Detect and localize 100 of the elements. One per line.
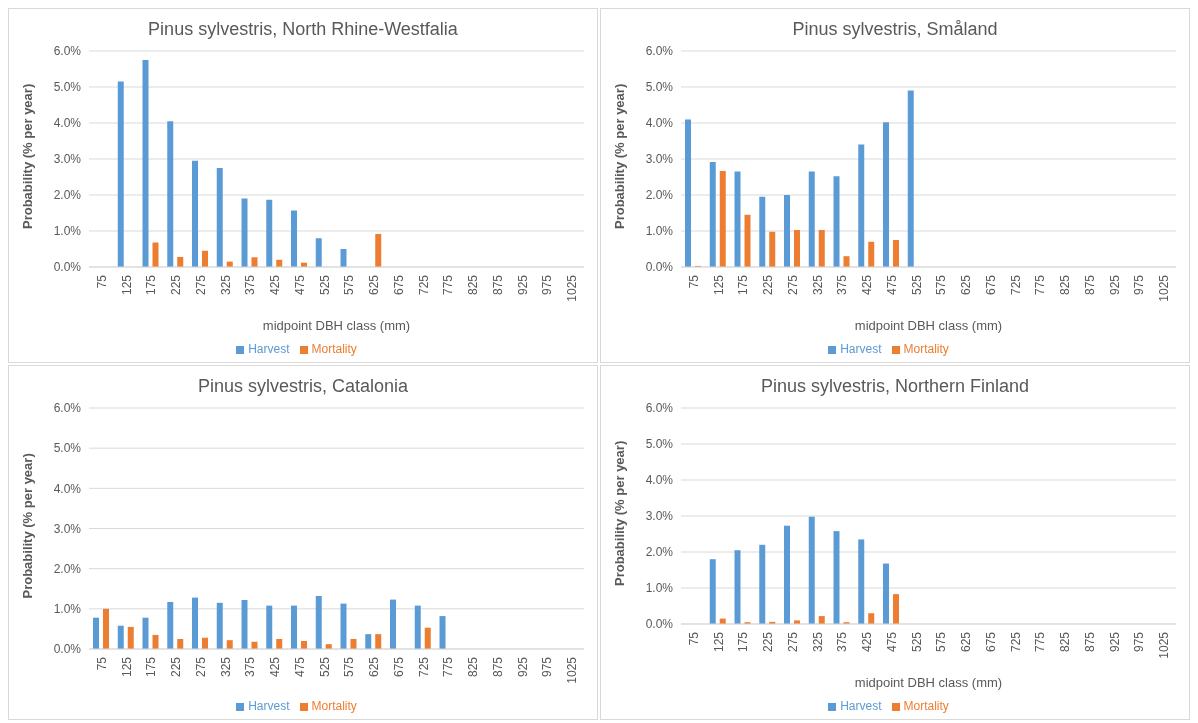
x-axis-title: midpoint DBH class (mm) bbox=[262, 318, 411, 333]
x-tick-label: 1025 bbox=[1157, 274, 1172, 302]
x-axis-title: midpoint DBH class (mm) bbox=[854, 675, 1003, 690]
x-tick-label: 575 bbox=[934, 631, 949, 653]
x-tick-label: 875 bbox=[1082, 274, 1097, 296]
x-tick-label: 675 bbox=[391, 656, 406, 678]
y-tick-label: 1.0% bbox=[53, 224, 82, 239]
x-tick-label: 375 bbox=[835, 274, 850, 296]
x-tick-label: 75 bbox=[686, 631, 701, 646]
x-tick-label: 325 bbox=[218, 274, 233, 296]
chart-title: Pinus sylvestris, Northern Finland bbox=[759, 376, 1031, 398]
x-tick-label: 475 bbox=[884, 631, 899, 653]
x-tick-label: 225 bbox=[761, 274, 776, 296]
x-tick-label: 275 bbox=[785, 631, 800, 653]
y-tick-label: 1.0% bbox=[645, 224, 674, 239]
x-tick-label: 925 bbox=[1107, 274, 1122, 296]
y-axis-title: Probability (% per year) bbox=[611, 440, 627, 586]
y-tick-label: 2.0% bbox=[53, 188, 82, 203]
y-tick-label: 1.0% bbox=[53, 602, 82, 617]
x-tick-label: 525 bbox=[909, 274, 924, 296]
y-tick-label: 2.0% bbox=[645, 545, 674, 560]
legend-label: Mortality bbox=[903, 699, 949, 713]
x-tick-label: 825 bbox=[1058, 631, 1073, 653]
y-tick-label: 0.0% bbox=[645, 617, 674, 632]
x-tick-label: 325 bbox=[810, 631, 825, 653]
y-axis-title: Probability (% per year) bbox=[19, 83, 35, 229]
x-tick-label: 775 bbox=[441, 656, 456, 678]
x-tick-label: 1025 bbox=[565, 274, 580, 302]
x-tick-label: 525 bbox=[317, 274, 332, 296]
y-tick-label: 0.0% bbox=[53, 260, 82, 275]
y-tick-label: 1.0% bbox=[645, 581, 674, 596]
x-tick-label: 125 bbox=[119, 274, 134, 296]
x-tick-label: 925 bbox=[1107, 631, 1122, 653]
x-tick-label: 425 bbox=[860, 631, 875, 653]
x-tick-label: 875 bbox=[490, 656, 505, 678]
x-tick-label: 175 bbox=[736, 631, 751, 653]
y-tick-label: 6.0% bbox=[645, 401, 674, 416]
legend-label: Harvest bbox=[248, 342, 290, 356]
x-tick-label: 575 bbox=[342, 656, 357, 678]
x-tick-label: 525 bbox=[909, 631, 924, 653]
x-tick-label: 825 bbox=[466, 656, 481, 678]
chart-title: Pinus sylvestris, Småland bbox=[791, 19, 999, 41]
y-tick-label: 3.0% bbox=[53, 521, 82, 536]
y-tick-label: 3.0% bbox=[645, 509, 674, 524]
x-tick-label: 625 bbox=[959, 631, 974, 653]
legend-label: Harvest bbox=[248, 699, 290, 713]
y-tick-label: 5.0% bbox=[53, 80, 82, 95]
y-tick-label: 4.0% bbox=[645, 116, 674, 131]
x-tick-label: 1025 bbox=[1157, 631, 1172, 659]
x-tick-label: 275 bbox=[193, 656, 208, 678]
chart-title: Pinus sylvestris, Catalonia bbox=[196, 376, 410, 398]
x-tick-label: 975 bbox=[540, 656, 555, 678]
x-tick-label: 475 bbox=[292, 274, 307, 296]
x-tick-label: 325 bbox=[218, 656, 233, 678]
x-tick-label: 875 bbox=[1082, 631, 1097, 653]
x-tick-label: 975 bbox=[1132, 631, 1147, 653]
x-tick-label: 375 bbox=[835, 631, 850, 653]
x-tick-label: 825 bbox=[466, 274, 481, 296]
y-tick-label: 2.0% bbox=[53, 561, 82, 576]
x-tick-label: 75 bbox=[94, 274, 109, 289]
y-tick-label: 0.0% bbox=[645, 260, 674, 275]
legend-label: Mortality bbox=[311, 342, 357, 356]
x-tick-label: 225 bbox=[169, 656, 184, 678]
x-tick-label: 175 bbox=[144, 274, 159, 296]
y-tick-label: 3.0% bbox=[53, 152, 82, 167]
x-tick-label: 975 bbox=[540, 274, 555, 296]
x-tick-label: 725 bbox=[416, 274, 431, 296]
x-tick-label: 425 bbox=[268, 656, 283, 678]
y-tick-label: 6.0% bbox=[645, 44, 674, 59]
x-tick-label: 725 bbox=[1008, 631, 1023, 653]
x-tick-label: 925 bbox=[515, 656, 530, 678]
x-tick-label: 375 bbox=[243, 656, 258, 678]
y-axis-title: Probability (% per year) bbox=[19, 453, 35, 599]
x-tick-label: 475 bbox=[292, 656, 307, 678]
y-tick-label: 5.0% bbox=[53, 441, 82, 456]
x-tick-label: 625 bbox=[367, 274, 382, 296]
x-tick-label: 675 bbox=[983, 631, 998, 653]
y-tick-label: 5.0% bbox=[645, 80, 674, 95]
y-tick-label: 4.0% bbox=[53, 116, 82, 131]
x-tick-label: 525 bbox=[317, 656, 332, 678]
x-tick-label: 75 bbox=[94, 656, 109, 671]
legend-label: Mortality bbox=[903, 342, 949, 356]
x-tick-label: 375 bbox=[243, 274, 258, 296]
x-tick-label: 125 bbox=[119, 656, 134, 678]
x-tick-label: 925 bbox=[515, 274, 530, 296]
x-tick-label: 825 bbox=[1058, 274, 1073, 296]
x-tick-label: 775 bbox=[441, 274, 456, 296]
x-tick-label: 275 bbox=[785, 274, 800, 296]
y-tick-label: 0.0% bbox=[53, 642, 82, 657]
x-axis-title: midpoint DBH class (mm) bbox=[854, 318, 1003, 333]
y-axis-title: Probability (% per year) bbox=[611, 83, 627, 229]
x-tick-label: 675 bbox=[983, 274, 998, 296]
y-tick-label: 6.0% bbox=[53, 401, 82, 416]
x-tick-label: 175 bbox=[736, 274, 751, 296]
x-tick-label: 225 bbox=[169, 274, 184, 296]
x-tick-label: 975 bbox=[1132, 274, 1147, 296]
y-tick-label: 3.0% bbox=[645, 152, 674, 167]
x-tick-label: 425 bbox=[268, 274, 283, 296]
x-tick-label: 775 bbox=[1033, 631, 1048, 653]
x-tick-label: 875 bbox=[490, 274, 505, 296]
